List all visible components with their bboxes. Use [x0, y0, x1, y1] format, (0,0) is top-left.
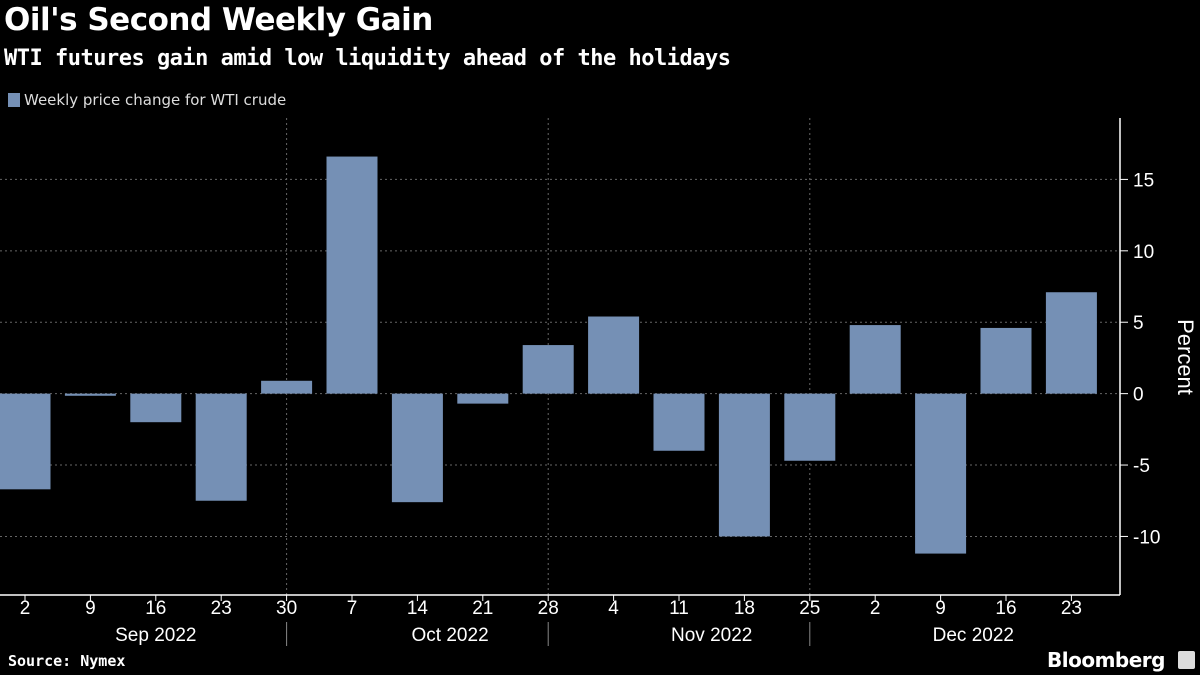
- x-tick-label: 14: [407, 598, 429, 619]
- source-note: Source: Nymex: [8, 652, 126, 670]
- bar-13: [849, 325, 901, 394]
- y-tick-label: -10: [1133, 527, 1160, 548]
- bar-10: [653, 393, 705, 451]
- x-tick-label: 23: [1061, 598, 1082, 619]
- bloomberg-logo: Bloomberg: [1047, 648, 1165, 672]
- x-tick-label: 28: [538, 598, 559, 619]
- month-label: Sep 2022: [115, 625, 196, 646]
- month-label: Dec 2022: [933, 625, 1014, 646]
- month-label: Nov 2022: [671, 625, 752, 646]
- bar-5: [326, 156, 378, 394]
- x-tick-label: 21: [472, 598, 493, 619]
- bar-12: [784, 393, 836, 461]
- x-tick-label: 4: [608, 598, 619, 619]
- bar-14: [915, 393, 967, 554]
- bar-11: [718, 393, 770, 537]
- x-tick-label: 2: [20, 598, 31, 619]
- y-tick-label: 10: [1133, 242, 1154, 263]
- bar-15: [980, 327, 1032, 394]
- x-tick-label: 25: [799, 598, 820, 619]
- bar-0: [0, 393, 51, 490]
- bar-7: [457, 393, 509, 404]
- x-tick-label: 11: [669, 598, 689, 619]
- bar-1: [64, 393, 116, 396]
- x-tick-label: 30: [276, 598, 297, 619]
- x-tick-label: 16: [145, 598, 166, 619]
- bar-16: [1045, 292, 1097, 394]
- y-tick-label: -5: [1133, 456, 1150, 477]
- y-tick-label: 5: [1133, 313, 1144, 334]
- bar-9: [588, 316, 640, 394]
- chart-subtitle: WTI futures gain amid low liquidity ahea…: [4, 46, 731, 71]
- bar-2: [130, 393, 182, 423]
- y-tick-label: 15: [1133, 170, 1154, 191]
- x-tick-label: 16: [995, 598, 1016, 619]
- legend: Weekly price change for WTI crude: [8, 91, 286, 109]
- x-tick-label: 7: [347, 598, 358, 619]
- x-tick-label: 18: [734, 598, 755, 619]
- x-tick-label: 9: [85, 598, 96, 619]
- bar-6: [391, 393, 443, 503]
- x-tick-label: 9: [935, 598, 946, 619]
- bar-8: [522, 345, 574, 394]
- month-label: Oct 2022: [412, 625, 489, 646]
- y-axis-label: Percent: [1173, 319, 1198, 395]
- bar-4: [261, 380, 313, 394]
- bar-3: [195, 393, 247, 501]
- x-tick-label: 23: [211, 598, 232, 619]
- legend-label: Weekly price change for WTI crude: [24, 91, 287, 109]
- chart-title: Oil's Second Weekly Gain: [4, 2, 433, 38]
- bloomberg-chart-icon: [1178, 651, 1195, 669]
- legend-swatch: [8, 93, 20, 107]
- x-tick-label: 2: [870, 598, 881, 619]
- y-tick-label: 0: [1133, 385, 1144, 406]
